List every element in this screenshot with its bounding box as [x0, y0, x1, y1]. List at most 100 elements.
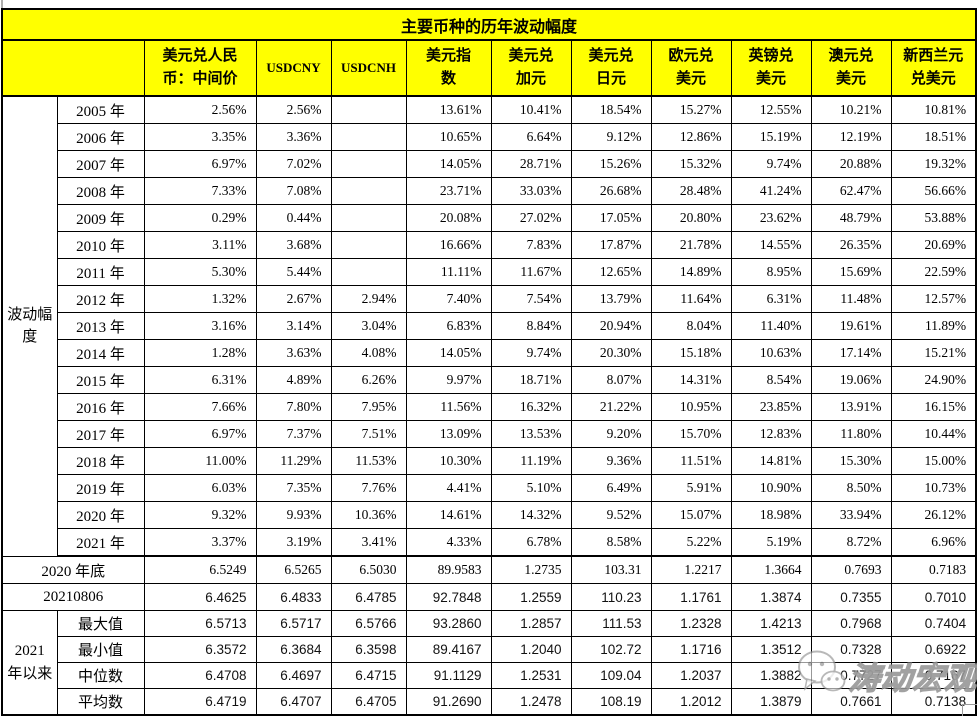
value-cell[interactable]: 7.37%: [255, 420, 332, 448]
value-cell[interactable]: 6.97%: [143, 150, 257, 178]
value-cell[interactable]: 15.27%: [650, 95, 732, 124]
year-label[interactable]: 2016 年: [56, 393, 145, 421]
value-cell[interactable]: 10.36%: [330, 501, 407, 529]
value-cell[interactable]: 5.44%: [255, 258, 332, 286]
value-cell[interactable]: 6.4625: [143, 583, 257, 611]
column-header[interactable]: 美元指数: [405, 39, 492, 97]
value-cell[interactable]: 41.24%: [730, 177, 812, 205]
value-cell[interactable]: 1.2478: [490, 688, 572, 716]
value-cell[interactable]: 15.07%: [650, 501, 732, 529]
value-cell[interactable]: 0.6922: [890, 636, 977, 663]
stats-group-label[interactable]: 2021 年以来: [1, 610, 58, 716]
value-cell[interactable]: 48.79%: [810, 204, 892, 232]
column-header[interactable]: 英镑兑美元: [730, 39, 812, 97]
value-cell[interactable]: 8.72%: [810, 528, 892, 557]
stat-label[interactable]: 最小值: [56, 636, 145, 663]
value-cell[interactable]: 9.20%: [570, 420, 652, 448]
value-cell[interactable]: 3.16%: [143, 312, 257, 340]
value-cell[interactable]: 7.33%: [143, 177, 257, 205]
value-cell[interactable]: 21.78%: [650, 231, 732, 259]
value-cell[interactable]: 6.03%: [143, 474, 257, 502]
value-cell[interactable]: 6.3684: [255, 636, 332, 663]
value-cell[interactable]: 17.05%: [570, 204, 652, 232]
value-cell[interactable]: 6.4715: [330, 662, 407, 689]
value-cell[interactable]: 1.3879: [730, 688, 812, 716]
value-cell[interactable]: 11.11%: [405, 258, 492, 286]
value-cell[interactable]: 14.61%: [405, 501, 492, 529]
value-cell[interactable]: 4.33%: [405, 528, 492, 557]
value-cell[interactable]: 9.36%: [570, 447, 652, 475]
value-cell[interactable]: 14.05%: [405, 150, 492, 178]
value-cell[interactable]: 3.14%: [255, 312, 332, 340]
value-cell[interactable]: 1.2328: [650, 610, 732, 637]
value-cell[interactable]: 3.63%: [255, 339, 332, 367]
year-label[interactable]: 2008 年: [56, 177, 145, 205]
value-cell[interactable]: 7.08%: [255, 177, 332, 205]
value-cell[interactable]: 15.26%: [570, 150, 652, 178]
value-cell[interactable]: 7.40%: [405, 285, 492, 313]
value-cell[interactable]: 1.2531: [490, 662, 572, 689]
value-cell[interactable]: 20.80%: [650, 204, 732, 232]
value-cell[interactable]: 3.36%: [255, 123, 332, 151]
value-cell[interactable]: 1.1761: [650, 583, 732, 611]
value-cell[interactable]: 6.5766: [330, 610, 407, 637]
value-cell[interactable]: 1.28%: [143, 339, 257, 367]
value-cell[interactable]: 19.61%: [810, 312, 892, 340]
value-cell[interactable]: 9.74%: [730, 150, 812, 178]
column-header[interactable]: USDCNY: [255, 39, 332, 97]
value-cell[interactable]: 9.32%: [143, 501, 257, 529]
value-cell[interactable]: 5.22%: [650, 528, 732, 557]
value-cell[interactable]: [330, 123, 407, 151]
value-cell[interactable]: 6.78%: [490, 528, 572, 557]
column-header[interactable]: 美元兑人民币：中间价: [143, 39, 257, 97]
value-cell[interactable]: 6.26%: [330, 366, 407, 394]
value-cell[interactable]: 3.41%: [330, 528, 407, 557]
value-cell[interactable]: 22.59%: [890, 258, 977, 286]
value-cell[interactable]: 8.58%: [570, 528, 652, 557]
value-cell[interactable]: 16.66%: [405, 231, 492, 259]
value-cell[interactable]: 7.95%: [330, 393, 407, 421]
year-label[interactable]: 2019 年: [56, 474, 145, 502]
value-cell[interactable]: 1.2040: [490, 636, 572, 663]
value-cell[interactable]: 62.47%: [810, 177, 892, 205]
value-cell[interactable]: 11.67%: [490, 258, 572, 286]
value-cell[interactable]: 10.44%: [890, 420, 977, 448]
value-cell[interactable]: 27.02%: [490, 204, 572, 232]
value-cell[interactable]: 3.35%: [143, 123, 257, 151]
value-cell[interactable]: 20.30%: [570, 339, 652, 367]
value-cell[interactable]: 2.94%: [330, 285, 407, 313]
value-cell[interactable]: 11.40%: [730, 312, 812, 340]
value-cell[interactable]: 7.80%: [255, 393, 332, 421]
column-header[interactable]: 美元兑日元: [570, 39, 652, 97]
value-cell[interactable]: 26.12%: [890, 501, 977, 529]
value-cell[interactable]: 6.4785: [330, 583, 407, 611]
value-cell[interactable]: 6.4707: [255, 688, 332, 716]
value-cell[interactable]: 0.29%: [143, 204, 257, 232]
value-cell[interactable]: 12.86%: [650, 123, 732, 151]
value-cell[interactable]: 12.19%: [810, 123, 892, 151]
value-cell[interactable]: 6.3598: [330, 636, 407, 663]
value-cell[interactable]: 13.09%: [405, 420, 492, 448]
value-cell[interactable]: 93.2860: [405, 610, 492, 637]
value-cell[interactable]: 14.31%: [650, 366, 732, 394]
value-cell[interactable]: 15.30%: [810, 447, 892, 475]
value-cell[interactable]: 10.63%: [730, 339, 812, 367]
value-cell[interactable]: 11.89%: [890, 312, 977, 340]
value-cell[interactable]: 11.19%: [490, 447, 572, 475]
year-label[interactable]: 2012 年: [56, 285, 145, 313]
value-cell[interactable]: 10.81%: [890, 95, 977, 124]
value-cell[interactable]: 15.18%: [650, 339, 732, 367]
value-cell[interactable]: 7.51%: [330, 420, 407, 448]
value-cell[interactable]: 3.68%: [255, 231, 332, 259]
value-cell[interactable]: [330, 150, 407, 178]
value-cell[interactable]: 10.65%: [405, 123, 492, 151]
value-cell[interactable]: 6.5713: [143, 610, 257, 637]
value-cell[interactable]: 8.54%: [730, 366, 812, 394]
value-cell[interactable]: 10.21%: [810, 95, 892, 124]
value-cell[interactable]: 1.3874: [730, 583, 812, 611]
value-cell[interactable]: 6.4719: [143, 688, 257, 716]
value-cell[interactable]: 1.2735: [490, 555, 572, 584]
year-label[interactable]: 2014 年: [56, 339, 145, 367]
value-cell[interactable]: [330, 231, 407, 259]
value-cell[interactable]: [330, 95, 407, 124]
